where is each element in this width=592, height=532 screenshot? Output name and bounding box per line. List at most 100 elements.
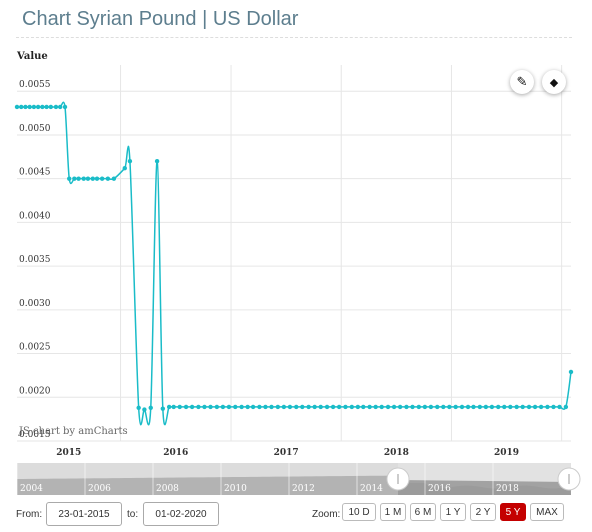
data-point[interactable] <box>171 404 176 410</box>
data-point[interactable] <box>111 176 117 181</box>
data-point[interactable] <box>154 158 160 164</box>
data-point[interactable] <box>233 404 238 410</box>
data-point[interactable] <box>318 404 323 410</box>
data-point[interactable] <box>31 104 37 110</box>
data-point[interactable] <box>40 104 45 110</box>
data-point[interactable] <box>324 404 330 410</box>
data-point[interactable] <box>447 404 452 410</box>
data-point[interactable] <box>19 104 24 110</box>
data-point[interactable] <box>142 407 147 412</box>
data-point[interactable] <box>404 404 409 410</box>
data-point[interactable] <box>520 404 525 410</box>
chart-credit[interactable]: JS chart by amCharts <box>19 426 128 437</box>
data-point[interactable] <box>416 404 422 410</box>
chart-area[interactable]: Value 0.0015 0.0020 0.0025 0.0030 0.0035 0.00… <box>0 0 592 505</box>
data-point[interactable] <box>44 104 49 110</box>
data-point[interactable] <box>226 404 232 410</box>
data-point[interactable] <box>275 404 281 410</box>
data-point[interactable] <box>300 404 305 410</box>
data-point[interactable] <box>514 404 519 410</box>
data-point[interactable] <box>245 404 250 410</box>
data-point[interactable] <box>281 404 287 410</box>
data-point[interactable] <box>189 404 195 410</box>
data-point[interactable] <box>502 404 507 410</box>
data-point[interactable] <box>122 165 127 171</box>
data-point[interactable] <box>148 405 153 410</box>
data-point[interactable] <box>177 404 182 410</box>
data-point[interactable] <box>62 104 68 110</box>
data-point[interactable] <box>385 404 391 410</box>
data-point[interactable] <box>312 404 317 410</box>
data-point[interactable] <box>306 404 311 410</box>
data-point[interactable] <box>263 404 268 410</box>
data-point[interactable] <box>99 176 105 181</box>
data-point[interactable] <box>410 404 415 410</box>
navigator-scrollbar[interactable]: 2004 2006 2008 2010 2012 2014 2016 2018 <box>16 463 581 495</box>
data-point[interactable] <box>27 104 32 110</box>
data-point[interactable] <box>269 404 274 410</box>
data-point[interactable] <box>257 404 262 410</box>
data-point[interactable] <box>105 176 111 181</box>
zoom-button-6m[interactable]: 6 M <box>410 503 436 521</box>
data-point[interactable] <box>441 404 446 410</box>
zoom-button-1y[interactable]: 1 Y <box>440 503 466 521</box>
data-point[interactable] <box>471 404 476 410</box>
to-date-input[interactable] <box>143 502 219 526</box>
data-point[interactable] <box>202 404 207 410</box>
data-point[interactable] <box>349 404 355 410</box>
data-point[interactable] <box>453 404 458 410</box>
data-point[interactable] <box>81 176 86 181</box>
data-point[interactable] <box>361 404 366 410</box>
data-point[interactable] <box>294 404 299 410</box>
data-point[interactable] <box>343 404 348 410</box>
data-point[interactable] <box>397 404 403 410</box>
data-point[interactable] <box>465 404 471 410</box>
data-point[interactable] <box>127 158 133 164</box>
data-point[interactable] <box>545 404 550 410</box>
data-point[interactable] <box>483 404 489 410</box>
data-point[interactable] <box>85 176 91 181</box>
data-point[interactable] <box>287 404 293 410</box>
data-point[interactable] <box>477 404 483 410</box>
data-point[interactable] <box>136 405 141 410</box>
eraser-icon[interactable]: ◆ <box>542 70 566 94</box>
data-point[interactable] <box>557 404 562 410</box>
data-point[interactable] <box>208 404 213 410</box>
series-group[interactable] <box>14 101 574 426</box>
zoom-button-5y[interactable]: 5 Y <box>500 503 526 521</box>
data-point[interactable] <box>67 176 72 181</box>
data-point[interactable] <box>160 406 166 411</box>
data-point[interactable] <box>551 404 556 410</box>
zoom-button-10d[interactable]: 10 D <box>342 503 376 521</box>
data-point[interactable] <box>532 404 538 410</box>
zoom-button-2y[interactable]: 2 Y <box>470 503 496 521</box>
data-point[interactable] <box>90 176 95 181</box>
data-point[interactable] <box>53 104 59 110</box>
chart-svg[interactable]: Value 0.00150.00200.00250.00300.00350.00… <box>0 0 592 500</box>
data-point[interactable] <box>239 404 244 410</box>
data-point[interactable] <box>336 404 342 410</box>
data-point[interactable] <box>35 104 41 110</box>
data-point[interactable] <box>14 104 20 110</box>
data-point[interactable] <box>428 404 434 410</box>
data-point[interactable] <box>48 104 54 110</box>
data-point[interactable] <box>196 404 201 410</box>
data-point[interactable] <box>563 404 569 410</box>
data-point[interactable] <box>220 404 226 410</box>
data-point[interactable] <box>435 404 440 410</box>
data-point[interactable] <box>422 404 428 410</box>
from-date-input[interactable] <box>46 502 122 526</box>
data-point[interactable] <box>76 176 81 181</box>
navigator-right-handle[interactable] <box>557 467 581 491</box>
data-point[interactable] <box>489 404 495 410</box>
data-point[interactable] <box>183 404 189 410</box>
data-point[interactable] <box>23 104 28 110</box>
data-point[interactable] <box>459 404 465 410</box>
data-point[interactable] <box>166 404 172 410</box>
data-point[interactable] <box>496 404 501 410</box>
data-point[interactable] <box>57 104 63 110</box>
data-point[interactable] <box>373 404 378 410</box>
data-point[interactable] <box>72 176 77 181</box>
data-point[interactable] <box>568 369 574 375</box>
data-point[interactable] <box>526 404 532 410</box>
